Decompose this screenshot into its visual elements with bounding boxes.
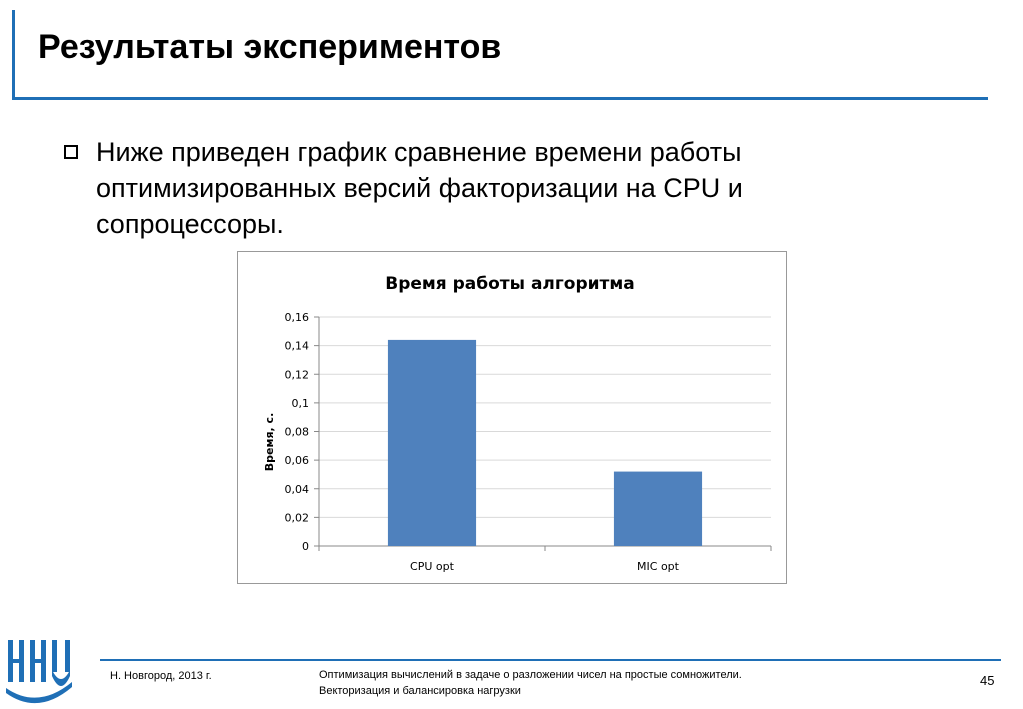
footer-topic: Оптимизация вычислений в задаче о разлож… bbox=[319, 669, 742, 697]
footer-location: Н. Новгород, 2013 г. bbox=[110, 670, 212, 682]
page-title: Результаты экспериментов bbox=[38, 28, 502, 66]
chart-svg: Время работы алгоритма 0 0,02 0,04 0,06 0,08… bbox=[263, 274, 772, 573]
y-tick-label: 0,04 bbox=[285, 483, 310, 496]
footer-divider bbox=[100, 659, 1001, 661]
y-tick-label: 0,1 bbox=[292, 397, 310, 410]
y-tick-label: 0,02 bbox=[285, 511, 310, 524]
bullet-text: Ниже приведен график сравнение времени р… bbox=[96, 137, 743, 239]
bar-mic-opt bbox=[613, 471, 703, 546]
x-tick-label: CPU opt bbox=[410, 560, 455, 573]
bar-cpu-opt bbox=[387, 339, 477, 546]
title-underline bbox=[12, 97, 988, 100]
y-tick-label: 0,12 bbox=[285, 368, 310, 381]
y-axis-label: Время, с. bbox=[263, 413, 276, 471]
y-tick-label: 0,14 bbox=[285, 340, 310, 353]
page-number: 45 bbox=[980, 673, 995, 688]
university-logo-icon bbox=[2, 632, 76, 709]
bar-chart: Время работы алгоритма 0 0,02 0,04 0,06 0,08… bbox=[237, 251, 787, 584]
title-accent-bar bbox=[12, 10, 15, 100]
y-tick-label: 0 bbox=[302, 540, 309, 553]
bullet-square-icon bbox=[64, 145, 78, 159]
y-tick-label: 0,06 bbox=[285, 454, 310, 467]
chart-title: Время работы алгоритма bbox=[385, 274, 635, 294]
x-tick-label: MIC opt bbox=[637, 560, 680, 573]
y-tick-label: 0,16 bbox=[285, 311, 310, 324]
y-tick-label: 0,08 bbox=[285, 426, 310, 439]
